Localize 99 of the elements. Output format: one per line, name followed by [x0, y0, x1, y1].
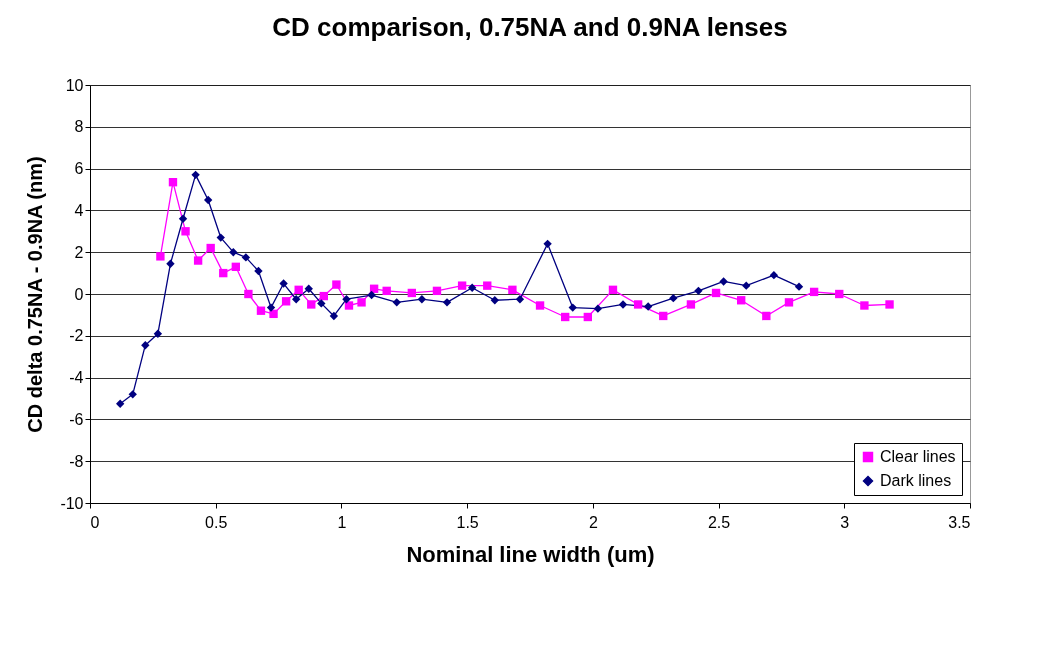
point — [417, 295, 427, 304]
point — [432, 286, 442, 296]
x-tick-label: 1 — [337, 513, 347, 531]
point — [206, 243, 215, 253]
y-tick-label: 0 — [74, 285, 84, 303]
point — [515, 295, 525, 304]
y-tick-label: -10 — [60, 494, 84, 512]
point — [490, 296, 499, 305]
y-tick-label: 8 — [74, 118, 84, 136]
point — [244, 289, 253, 299]
point — [344, 301, 354, 310]
point — [794, 282, 804, 291]
point — [608, 285, 618, 294]
point — [256, 306, 266, 315]
point — [367, 290, 376, 300]
x-tick-label: 2 — [588, 513, 598, 531]
point — [860, 301, 869, 310]
point — [762, 311, 771, 321]
point — [659, 311, 668, 321]
point — [178, 214, 188, 223]
point — [307, 300, 316, 309]
y-tick-label: -6 — [69, 410, 84, 428]
point — [329, 311, 339, 321]
point — [231, 262, 241, 272]
x-tick-label: 2.5 — [707, 513, 731, 531]
point — [357, 298, 366, 307]
point — [686, 300, 696, 309]
point — [304, 284, 313, 293]
point — [332, 280, 341, 289]
point — [181, 227, 190, 236]
point — [241, 253, 251, 262]
point — [467, 283, 477, 292]
x-tick-label: 0 — [90, 513, 100, 531]
y-tick-label: 6 — [74, 160, 84, 178]
point — [633, 300, 643, 309]
point — [254, 266, 263, 276]
point — [392, 298, 401, 307]
point — [669, 294, 678, 303]
point — [407, 288, 417, 298]
y-tick-label: -4 — [69, 369, 84, 387]
legend-label: Dark lines — [880, 472, 952, 489]
point — [457, 281, 467, 290]
x-tick-label: 1.5 — [456, 513, 479, 531]
x-tick-label: 3 — [840, 513, 850, 531]
point — [342, 295, 351, 304]
point — [281, 297, 291, 306]
point — [737, 296, 746, 305]
y-tick-label: -8 — [69, 452, 84, 470]
point — [193, 256, 203, 265]
point — [216, 233, 225, 242]
point — [141, 341, 150, 350]
point — [809, 287, 819, 297]
point — [568, 303, 577, 312]
point — [885, 300, 894, 309]
point — [543, 239, 552, 249]
point — [191, 170, 200, 180]
point — [508, 285, 517, 294]
point — [317, 299, 326, 308]
point — [583, 312, 593, 322]
point — [835, 289, 844, 299]
y-tick-label: 4 — [74, 201, 84, 219]
point — [643, 302, 653, 311]
point — [719, 277, 728, 286]
point — [483, 281, 492, 290]
point — [291, 295, 301, 304]
x-tick-label: 3.5 — [948, 513, 971, 531]
point — [535, 301, 545, 310]
point — [294, 285, 303, 294]
point — [115, 399, 125, 408]
point — [269, 309, 278, 319]
y-axis-title: CD delta 0.75NA - 0.9NA (nm) — [24, 156, 47, 433]
point — [694, 286, 703, 296]
point — [203, 195, 213, 205]
point — [156, 252, 165, 261]
point — [229, 248, 238, 257]
point — [266, 303, 276, 312]
point — [742, 281, 751, 290]
point — [219, 268, 228, 278]
point — [561, 312, 570, 322]
point — [128, 390, 137, 399]
point — [319, 291, 329, 301]
point — [168, 178, 178, 187]
point — [279, 279, 288, 288]
y-tick-label: 10 — [65, 76, 84, 94]
chart-title: CD comparison, 0.75NA and 0.9NA lenses — [272, 12, 788, 42]
point — [784, 298, 794, 307]
point — [442, 298, 452, 307]
point — [153, 329, 163, 338]
y-tick-label: 2 — [74, 243, 84, 261]
legend-label: Clear lines — [880, 448, 956, 465]
point — [618, 300, 628, 309]
point — [382, 286, 391, 296]
point — [769, 271, 779, 280]
x-tick-label: 0.5 — [205, 513, 228, 531]
x-axis-title: Nominal line width (um) — [406, 541, 655, 567]
point — [166, 259, 175, 268]
point — [593, 304, 603, 313]
point — [711, 288, 721, 298]
y-tick-label: -2 — [69, 327, 84, 345]
